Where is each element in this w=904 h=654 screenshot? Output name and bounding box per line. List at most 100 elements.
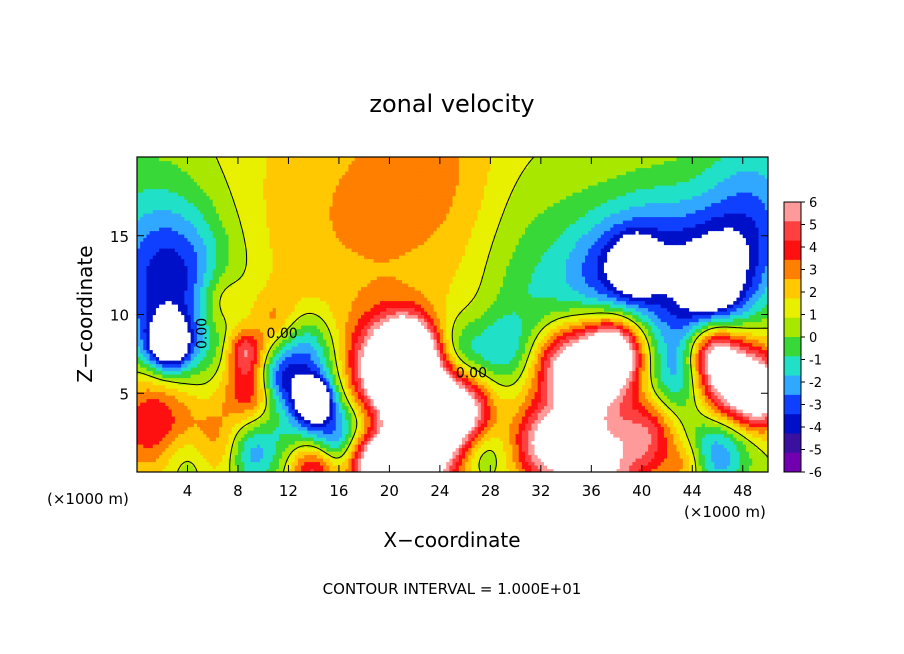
field-cell	[430, 458, 435, 463]
field-cell	[629, 454, 633, 459]
field-cell	[272, 451, 277, 456]
field-cell	[196, 454, 201, 459]
field-cell	[329, 461, 334, 466]
field-cell	[212, 461, 217, 466]
field-cell	[512, 454, 517, 459]
field-cell	[326, 468, 331, 472]
field-cell	[165, 468, 170, 472]
field-cell	[704, 454, 709, 459]
field-cell	[717, 458, 722, 463]
field-cell	[755, 468, 760, 472]
field-cell	[654, 461, 659, 466]
field-cell	[402, 458, 406, 463]
field-cell	[585, 454, 589, 459]
field-cell	[193, 454, 198, 459]
field-cell	[528, 465, 532, 470]
field-cell	[357, 461, 362, 466]
field-cell	[610, 465, 614, 470]
field-cell	[578, 458, 583, 463]
field-cell	[660, 465, 665, 470]
field-cell	[196, 458, 201, 463]
field-cell	[184, 461, 189, 466]
field-cell	[417, 468, 422, 472]
field-cell	[193, 458, 198, 463]
field-cell	[685, 468, 690, 472]
field-cell	[345, 465, 349, 470]
field-cell	[181, 468, 185, 472]
field-cell	[496, 465, 501, 470]
field-cell	[430, 468, 435, 472]
field-cell	[685, 458, 690, 463]
field-cell	[443, 465, 447, 470]
field-cell	[559, 461, 564, 466]
field-cell	[635, 465, 640, 470]
field-cell	[219, 465, 223, 470]
field-cell	[155, 458, 160, 463]
field-cell	[708, 461, 712, 466]
field-cell	[386, 451, 390, 456]
field-cell	[206, 468, 211, 472]
field-cell	[704, 465, 709, 470]
field-cell	[405, 468, 409, 472]
field-cell	[616, 458, 621, 463]
field-cell	[764, 468, 768, 472]
field-cell	[222, 468, 226, 472]
field-cell	[266, 454, 271, 459]
field-cell	[326, 454, 331, 459]
field-cell	[720, 465, 725, 470]
field-cell	[616, 461, 621, 466]
field-cell	[190, 458, 195, 463]
field-cell	[446, 465, 450, 470]
field-cell	[622, 458, 627, 463]
field-cell	[496, 468, 501, 472]
field-cell	[168, 461, 173, 466]
field-cell	[575, 461, 580, 466]
field-cell	[348, 454, 353, 459]
field-cell	[588, 465, 592, 470]
field-cell	[241, 451, 245, 456]
field-cell	[752, 454, 756, 459]
field-cell	[335, 451, 340, 456]
field-cell	[436, 465, 441, 470]
field-cell	[351, 461, 356, 466]
field-cell	[228, 461, 233, 466]
field-cell	[370, 461, 375, 466]
field-cell	[424, 458, 428, 463]
field-cell	[689, 454, 693, 459]
field-cell	[512, 468, 517, 472]
field-cell	[149, 458, 154, 463]
field-cell	[200, 465, 204, 470]
field-cell	[357, 468, 362, 472]
field-cell	[149, 451, 154, 456]
field-cell	[234, 451, 239, 456]
field-cell	[452, 458, 457, 463]
field-cell	[294, 465, 299, 470]
field-cell	[708, 454, 712, 459]
field-cell	[383, 461, 387, 466]
field-cell	[231, 461, 236, 466]
field-cell	[506, 458, 510, 463]
field-cell	[310, 465, 315, 470]
field-cell	[370, 468, 375, 472]
field-cell	[222, 465, 226, 470]
field-cell	[521, 458, 526, 463]
field-cell	[641, 468, 646, 472]
field-cell	[528, 468, 532, 472]
field-cell	[525, 454, 529, 459]
field-cell	[291, 454, 296, 459]
field-cell	[752, 468, 756, 472]
field-cell	[143, 454, 148, 459]
field-cell	[392, 468, 397, 472]
field-cell	[597, 454, 602, 459]
field-cell	[458, 458, 463, 463]
field-cell	[550, 461, 555, 466]
field-cell	[310, 454, 315, 459]
field-cell	[313, 454, 318, 459]
field-cell	[187, 468, 192, 472]
field-cell	[443, 468, 447, 472]
field-cell	[272, 468, 277, 472]
field-cell	[285, 468, 290, 472]
field-cell	[553, 458, 558, 463]
field-cell	[733, 468, 738, 472]
